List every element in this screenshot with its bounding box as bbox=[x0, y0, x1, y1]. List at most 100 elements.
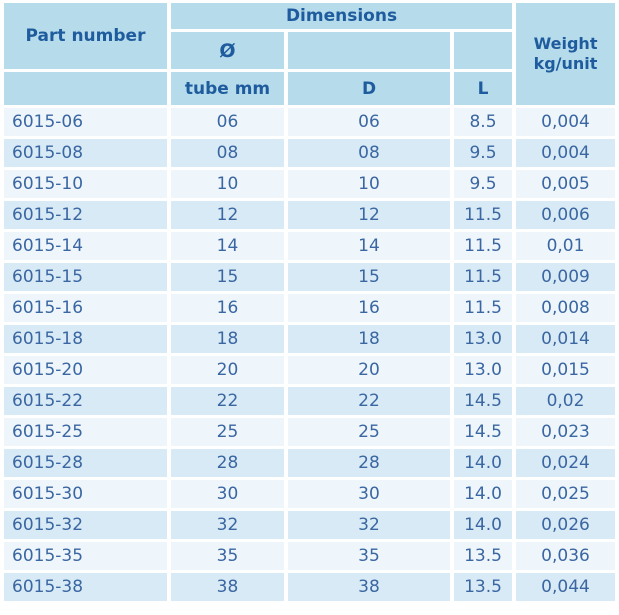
part-number-cell: 6015-10 bbox=[4, 170, 167, 198]
table-row: 6015-10 10 10 9.5 0,005 bbox=[4, 170, 616, 198]
part-number-cell: 6015-28 bbox=[4, 449, 167, 477]
table-row: 6015-18 18 18 13.0 0,014 bbox=[4, 325, 616, 353]
part-number-cell: 6015-08 bbox=[4, 139, 167, 167]
table-row: 6015-28 28 28 14.0 0,024 bbox=[4, 449, 616, 477]
table-row: 6015-12 12 12 11.5 0,006 bbox=[4, 201, 616, 229]
part-number-cell: 6015-20 bbox=[4, 356, 167, 384]
l-dimension-cell: 14.5 bbox=[454, 387, 513, 415]
part-number-cell: 6015-22 bbox=[4, 387, 167, 415]
part-number-cell: 6015-18 bbox=[4, 325, 167, 353]
tube-diameter-cell: 15 bbox=[171, 263, 284, 291]
weight-cell: 0,044 bbox=[516, 573, 616, 601]
header-tube-mm: tube mm bbox=[171, 72, 284, 105]
table-row: 6015-38 38 38 13.5 0,044 bbox=[4, 573, 616, 601]
d-dimension-cell: 14 bbox=[288, 232, 450, 260]
l-dimension-cell: 14.5 bbox=[454, 418, 513, 446]
part-number-cell: 6015-15 bbox=[4, 263, 167, 291]
part-number-cell: 6015-12 bbox=[4, 201, 167, 229]
d-dimension-cell: 30 bbox=[288, 480, 450, 508]
weight-cell: 0,026 bbox=[516, 511, 616, 539]
weight-cell: 0,025 bbox=[516, 480, 616, 508]
header-weight: Weight kg/unit bbox=[516, 3, 616, 105]
l-dimension-cell: 13.0 bbox=[454, 356, 513, 384]
d-dimension-cell: 08 bbox=[288, 139, 450, 167]
tube-diameter-cell: 10 bbox=[171, 170, 284, 198]
part-number-cell: 6015-32 bbox=[4, 511, 167, 539]
l-dimension-cell: 13.0 bbox=[454, 325, 513, 353]
weight-cell: 0,005 bbox=[516, 170, 616, 198]
tube-diameter-cell: 30 bbox=[171, 480, 284, 508]
header-row-dimensions: Part number Dimensions Weight kg/unit bbox=[4, 3, 616, 105]
weight-cell: 0,024 bbox=[516, 449, 616, 477]
weight-cell: 0,015 bbox=[516, 356, 616, 384]
weight-cell: 0,009 bbox=[516, 263, 616, 291]
table-body: 6015-06 06 06 8.5 0,004 6015-08 08 08 9.… bbox=[4, 108, 616, 601]
table-row: 6015-30 30 30 14.0 0,025 bbox=[4, 480, 616, 508]
part-number-cell: 6015-35 bbox=[4, 542, 167, 570]
tube-diameter-cell: 35 bbox=[171, 542, 284, 570]
weight-cell: 0,006 bbox=[516, 201, 616, 229]
weight-cell: 0,004 bbox=[516, 108, 616, 136]
tube-diameter-cell: 14 bbox=[171, 232, 284, 260]
table-row: 6015-06 06 06 8.5 0,004 bbox=[4, 108, 616, 136]
table-row: 6015-16 16 16 11.5 0,008 bbox=[4, 294, 616, 322]
part-number-cell: 6015-25 bbox=[4, 418, 167, 446]
tube-diameter-cell: 22 bbox=[171, 387, 284, 415]
l-dimension-cell: 11.5 bbox=[454, 201, 513, 229]
part-number-cell: 6015-38 bbox=[4, 573, 167, 601]
header-spacer-d bbox=[288, 32, 450, 69]
tube-diameter-cell: 06 bbox=[171, 108, 284, 136]
d-dimension-cell: 16 bbox=[288, 294, 450, 322]
l-dimension-cell: 14.0 bbox=[454, 480, 513, 508]
weight-cell: 0,036 bbox=[516, 542, 616, 570]
table-row: 6015-20 20 20 13.0 0,015 bbox=[4, 356, 616, 384]
part-number-cell: 6015-06 bbox=[4, 108, 167, 136]
table-row: 6015-15 15 15 11.5 0,009 bbox=[4, 263, 616, 291]
d-dimension-cell: 20 bbox=[288, 356, 450, 384]
tube-diameter-cell: 38 bbox=[171, 573, 284, 601]
d-dimension-cell: 06 bbox=[288, 108, 450, 136]
tube-diameter-cell: 16 bbox=[171, 294, 284, 322]
table-row: 6015-14 14 14 11.5 0,01 bbox=[4, 232, 616, 260]
table-row: 6015-08 08 08 9.5 0,004 bbox=[4, 139, 616, 167]
d-dimension-cell: 25 bbox=[288, 418, 450, 446]
d-dimension-cell: 32 bbox=[288, 511, 450, 539]
table-row: 6015-25 25 25 14.5 0,023 bbox=[4, 418, 616, 446]
tube-diameter-cell: 32 bbox=[171, 511, 284, 539]
d-dimension-cell: 38 bbox=[288, 573, 450, 601]
d-dimension-cell: 22 bbox=[288, 387, 450, 415]
weight-cell: 0,004 bbox=[516, 139, 616, 167]
l-dimension-cell: 13.5 bbox=[454, 573, 513, 601]
table-row: 6015-22 22 22 14.5 0,02 bbox=[4, 387, 616, 415]
l-dimension-cell: 11.5 bbox=[454, 232, 513, 260]
l-dimension-cell: 13.5 bbox=[454, 542, 513, 570]
header-d: D bbox=[288, 72, 450, 105]
weight-cell: 0,014 bbox=[516, 325, 616, 353]
tube-diameter-cell: 12 bbox=[171, 201, 284, 229]
header-diameter-symbol: Ø bbox=[171, 32, 284, 69]
weight-cell: 0,023 bbox=[516, 418, 616, 446]
header-l: L bbox=[454, 72, 513, 105]
l-dimension-cell: 9.5 bbox=[454, 170, 513, 198]
tube-diameter-cell: 20 bbox=[171, 356, 284, 384]
d-dimension-cell: 15 bbox=[288, 263, 450, 291]
d-dimension-cell: 35 bbox=[288, 542, 450, 570]
header-dimensions: Dimensions bbox=[171, 3, 513, 29]
tube-diameter-cell: 28 bbox=[171, 449, 284, 477]
part-number-cell: 6015-14 bbox=[4, 232, 167, 260]
l-dimension-cell: 14.0 bbox=[454, 511, 513, 539]
l-dimension-cell: 9.5 bbox=[454, 139, 513, 167]
d-dimension-cell: 28 bbox=[288, 449, 450, 477]
header-spacer-part bbox=[4, 72, 167, 105]
header-row-units: tube mm D L bbox=[4, 72, 615, 105]
tube-diameter-cell: 18 bbox=[171, 325, 284, 353]
weight-cell: 0,008 bbox=[516, 294, 616, 322]
part-number-cell: 6015-30 bbox=[4, 480, 167, 508]
l-dimension-cell: 14.0 bbox=[454, 449, 513, 477]
l-dimension-cell: 11.5 bbox=[454, 294, 513, 322]
part-number-cell: 6015-16 bbox=[4, 294, 167, 322]
header-spacer-l bbox=[454, 32, 513, 69]
d-dimension-cell: 18 bbox=[288, 325, 450, 353]
tube-diameter-cell: 08 bbox=[171, 139, 284, 167]
